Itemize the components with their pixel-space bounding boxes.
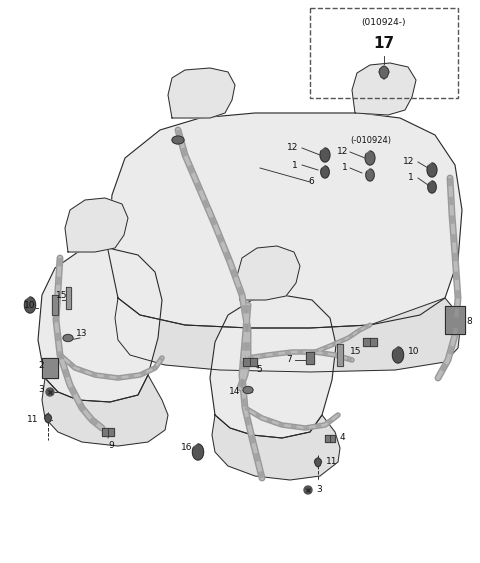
Bar (243, 358, 257, 366)
Ellipse shape (63, 334, 73, 342)
Polygon shape (42, 375, 168, 446)
Text: 1: 1 (342, 163, 348, 172)
Text: 3: 3 (316, 485, 322, 494)
Polygon shape (192, 444, 204, 460)
Text: 15: 15 (350, 347, 361, 356)
Polygon shape (65, 198, 128, 252)
Text: 10: 10 (24, 301, 36, 310)
Polygon shape (314, 458, 322, 467)
Polygon shape (379, 66, 389, 79)
Text: (010924-): (010924-) (362, 17, 406, 26)
Polygon shape (38, 248, 162, 402)
Polygon shape (212, 415, 340, 480)
Text: 11: 11 (326, 458, 337, 467)
Circle shape (304, 486, 312, 494)
Text: 12: 12 (403, 158, 414, 167)
Polygon shape (352, 63, 416, 115)
Bar (52, 295, 58, 315)
Polygon shape (428, 181, 436, 193)
Polygon shape (45, 414, 51, 423)
Circle shape (46, 388, 54, 396)
Text: 15: 15 (56, 291, 68, 300)
Text: 1: 1 (292, 160, 298, 169)
Bar (363, 338, 377, 346)
Text: 6: 6 (308, 177, 314, 186)
Bar (65, 287, 71, 309)
Text: 1: 1 (408, 173, 414, 182)
Bar (445, 306, 465, 334)
Text: 13: 13 (76, 329, 87, 338)
Text: 3: 3 (38, 386, 44, 395)
Text: 2: 2 (38, 360, 44, 369)
Polygon shape (24, 297, 36, 313)
Text: 9: 9 (108, 440, 114, 449)
Bar (306, 352, 314, 364)
Text: 4: 4 (340, 434, 346, 443)
Polygon shape (393, 347, 404, 363)
Bar (337, 344, 343, 366)
Polygon shape (168, 68, 235, 118)
Polygon shape (210, 295, 336, 438)
Ellipse shape (243, 387, 253, 394)
Text: 10: 10 (408, 347, 420, 356)
Polygon shape (320, 148, 330, 162)
Text: 17: 17 (373, 37, 395, 51)
Text: 16: 16 (180, 444, 192, 453)
Text: 14: 14 (228, 387, 240, 396)
Text: 12: 12 (287, 144, 298, 153)
Text: 11: 11 (26, 415, 38, 425)
Polygon shape (366, 169, 374, 181)
Polygon shape (321, 166, 329, 178)
Polygon shape (108, 113, 462, 328)
Text: 8: 8 (466, 318, 472, 327)
Text: 7: 7 (286, 355, 292, 364)
Bar (42, 358, 58, 378)
Text: 5: 5 (256, 365, 262, 374)
Text: (-010924): (-010924) (350, 136, 391, 145)
Ellipse shape (172, 136, 184, 144)
Polygon shape (365, 151, 375, 165)
Text: 12: 12 (336, 148, 348, 157)
Bar (102, 428, 114, 436)
Polygon shape (237, 246, 300, 300)
Bar (325, 435, 335, 441)
Bar (310, 8, 458, 98)
Polygon shape (115, 298, 460, 372)
Polygon shape (427, 163, 437, 177)
